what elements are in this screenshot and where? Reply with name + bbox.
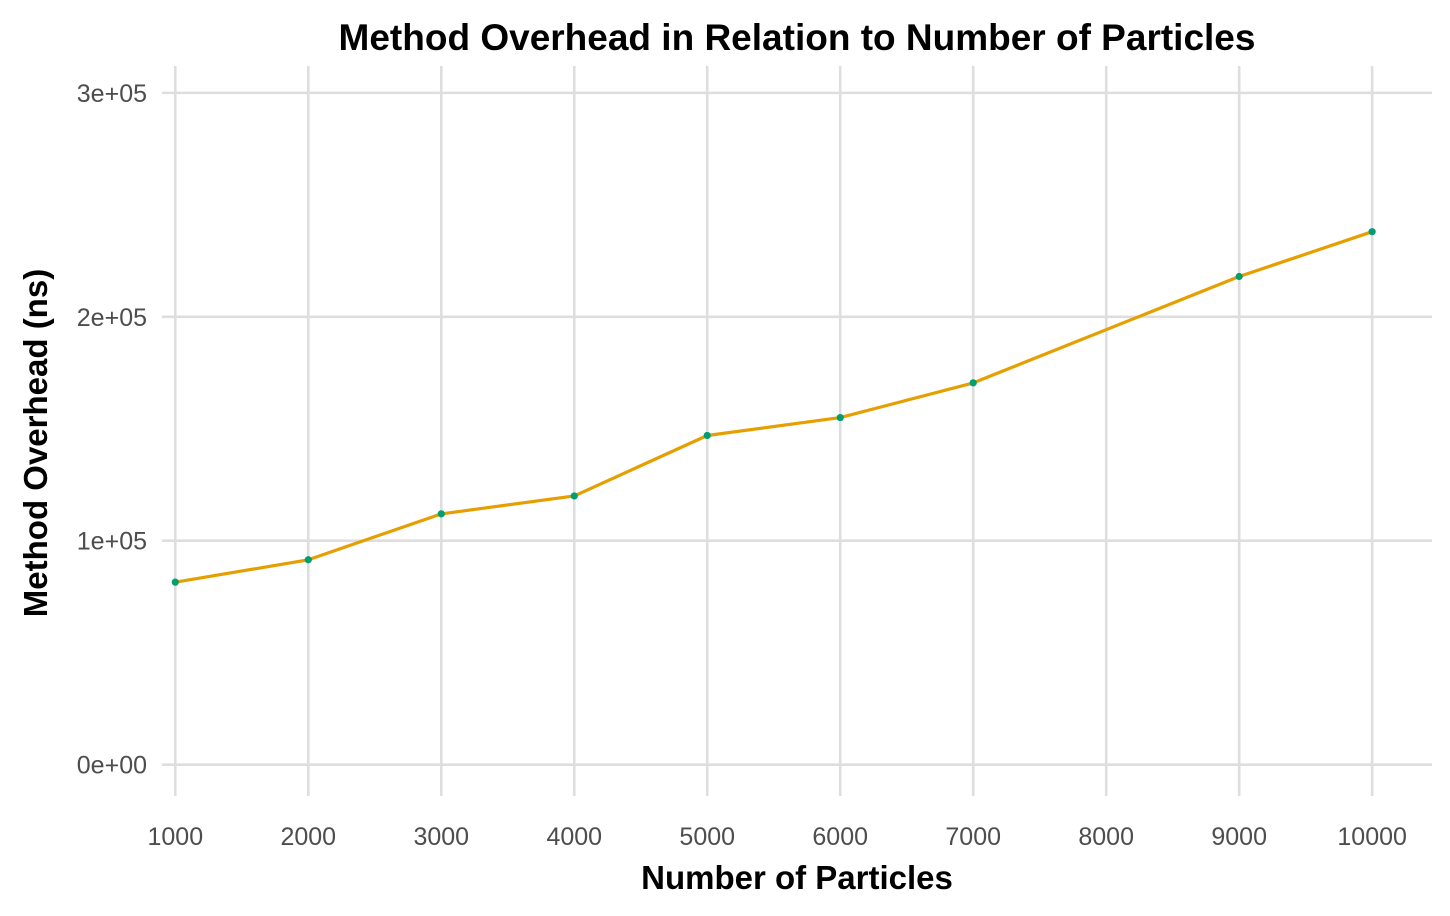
y-tick-label: 3e+05 [77, 80, 147, 108]
y-tick-label: 1e+05 [77, 528, 147, 556]
y-axis-title: Method Overhead (ns) [17, 269, 54, 617]
series-group [171, 228, 1376, 586]
data-point [969, 379, 977, 387]
data-point [1235, 272, 1243, 281]
x-tick-label: 5000 [679, 823, 735, 851]
y-axis-ticks: 0e+00 1e+05 2e+05 3e+05 [77, 80, 147, 780]
grid [162, 66, 1432, 796]
series-line [173, 230, 1374, 584]
y-tick-label: 0e+00 [77, 752, 147, 780]
x-tick-label: 9000 [1211, 823, 1267, 851]
data-point [836, 413, 844, 422]
x-tick-label: 7000 [945, 823, 1001, 851]
x-axis-ticks: 1000 2000 3000 4000 5000 6000 7000 8000 9000 1000… [147, 823, 1406, 851]
x-tick-label: 8000 [1078, 823, 1134, 851]
data-point [703, 431, 711, 440]
chart-title: Method Overhead in Relation to Number of… [339, 17, 1256, 58]
x-tick-label: 1000 [147, 823, 203, 851]
data-point [304, 556, 312, 564]
x-tick-label: 10000 [1337, 823, 1407, 851]
x-tick-label: 6000 [812, 823, 868, 851]
x-axis-title: Number of Particles [641, 859, 953, 896]
x-tick-label: 2000 [280, 823, 336, 851]
x-tick-label: 3000 [413, 823, 469, 851]
data-point [437, 510, 445, 518]
x-tick-label: 4000 [546, 823, 602, 851]
data-point [171, 578, 179, 586]
data-point [1368, 228, 1376, 236]
data-point [570, 492, 578, 500]
y-tick-label: 2e+05 [77, 304, 147, 332]
